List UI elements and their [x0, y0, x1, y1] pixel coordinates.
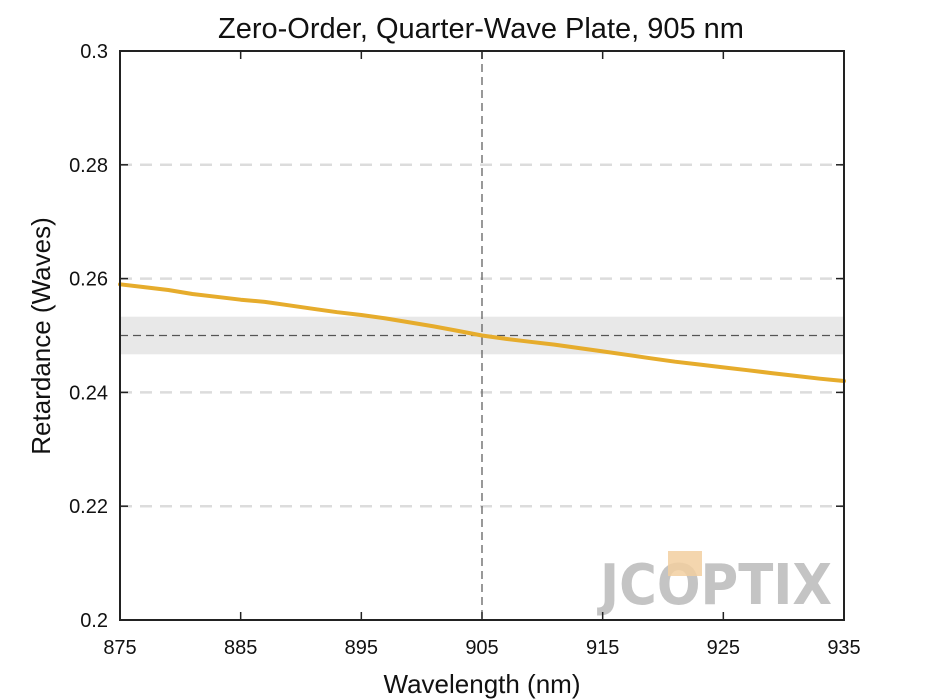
retardance-series-line	[118, 282, 846, 383]
y-tick-label: 0.22	[69, 496, 108, 518]
chart-title: Zero-Order, Quarter-Wave Plate, 905 nm	[218, 13, 744, 45]
y-tick-label: 0.3	[80, 41, 108, 63]
x-tick-label: 895	[345, 637, 378, 659]
watermark-logo: JCOPTIX	[596, 551, 832, 618]
x-tick-label: 875	[103, 637, 136, 659]
y-tick-label: 0.28	[69, 155, 108, 177]
watermark-accent	[668, 551, 702, 576]
y-tick-label: 0.2	[80, 610, 108, 632]
watermark-text: JCOPTIX	[596, 553, 832, 618]
x-tick-label: 885	[224, 637, 257, 659]
x-tick-label: 915	[586, 637, 619, 659]
x-axis-label: Wavelength (nm)	[384, 669, 581, 699]
y-tick-label: 0.26	[69, 269, 108, 291]
x-tick-label: 925	[707, 637, 740, 659]
y-tick-label: 0.24	[69, 382, 108, 404]
x-tick-label: 935	[827, 637, 860, 659]
x-tick-label: 905	[465, 637, 498, 659]
y-axis-label: Retardance (Waves)	[26, 217, 56, 454]
